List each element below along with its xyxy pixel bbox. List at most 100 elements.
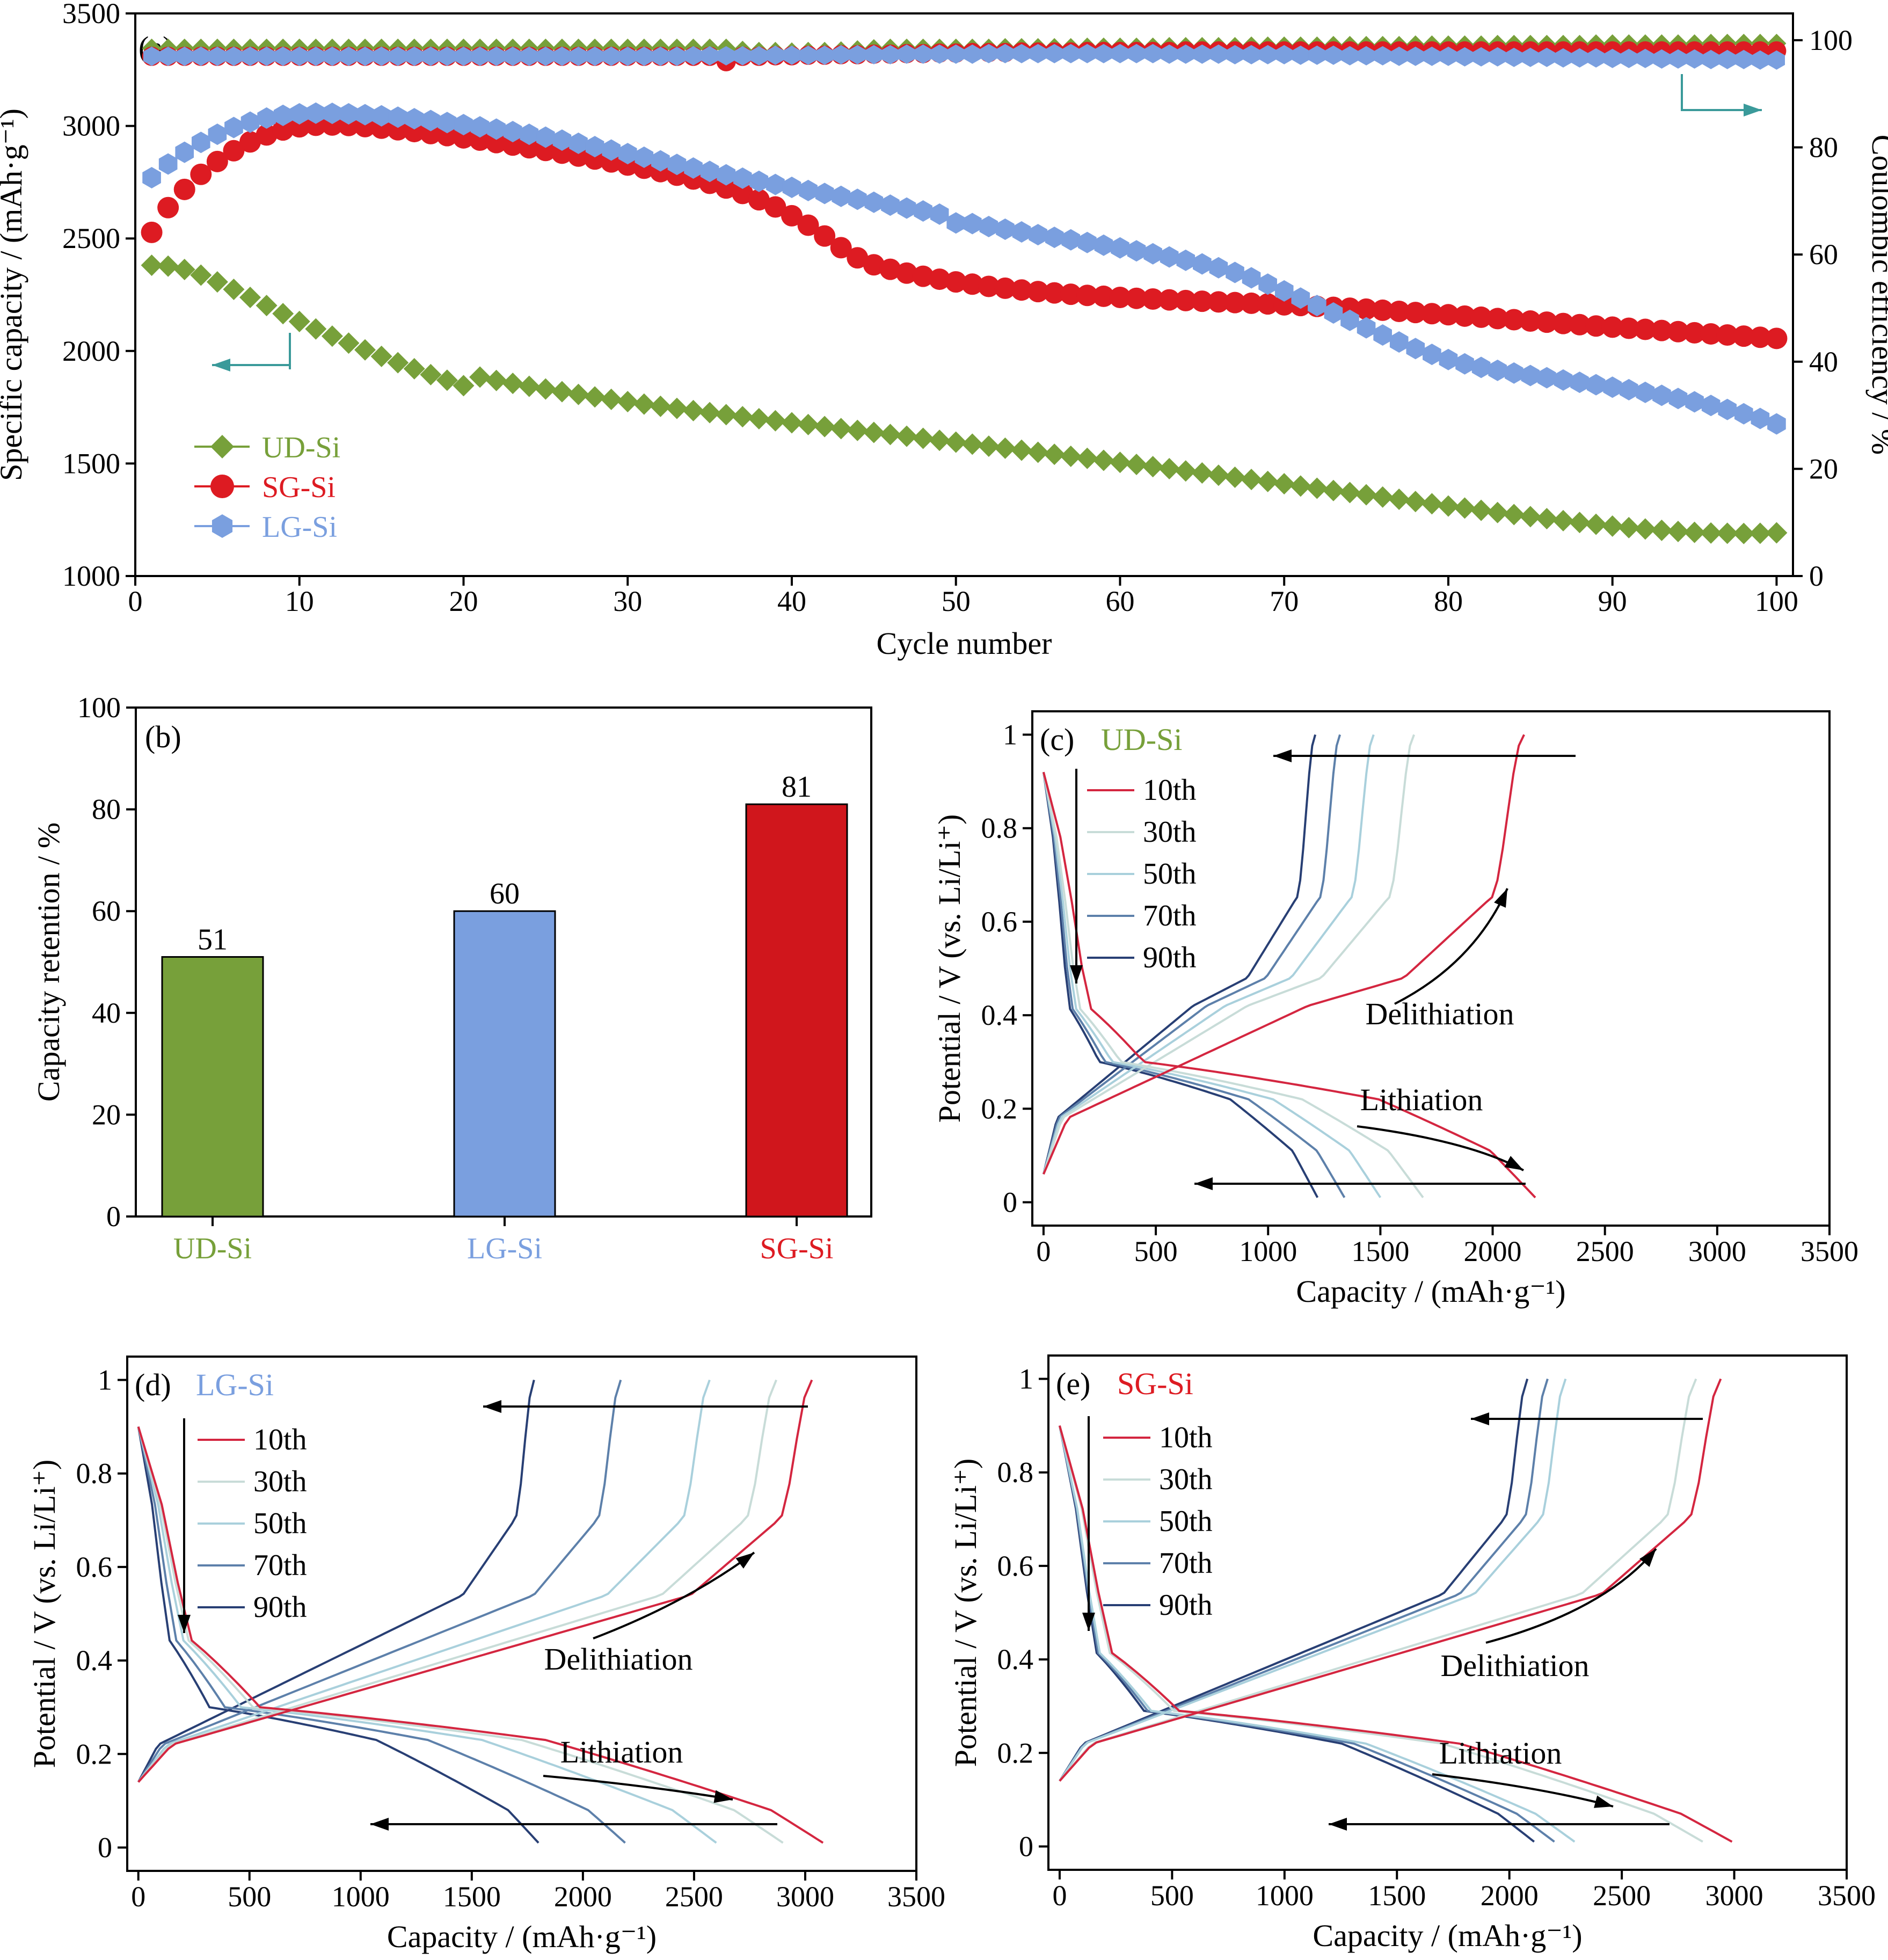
capacity-point <box>354 339 376 361</box>
ce-point <box>1358 46 1375 65</box>
ce-point <box>1604 48 1621 68</box>
y-tick-label: 1 <box>98 1364 112 1396</box>
capacity-point <box>1668 388 1688 410</box>
capacity-point <box>1455 353 1474 375</box>
capacity-point <box>1503 309 1525 331</box>
capacity-point <box>1733 522 1755 544</box>
capacity-point <box>996 218 1015 241</box>
delithiation-curve-30th <box>1043 734 1415 1175</box>
capacity-point <box>1142 288 1164 310</box>
x-tick-label: 0 <box>1052 1879 1067 1912</box>
capacity-point <box>897 197 916 219</box>
capacity-point <box>1683 521 1705 543</box>
capacity-point <box>487 118 506 140</box>
x-tick-label: 30 <box>613 585 642 617</box>
capacity-point <box>1355 484 1377 506</box>
capacity-point <box>1636 381 1655 403</box>
lithiation-capacity-arrow <box>1194 1177 1526 1190</box>
capacity-point <box>403 358 425 380</box>
capacity-point <box>1601 316 1623 338</box>
y-tick-label: 0.2 <box>981 1092 1018 1125</box>
ce-point <box>1374 46 1391 65</box>
capacity-point <box>223 278 245 300</box>
y-tick-label: 60 <box>92 895 121 927</box>
capacity-point <box>420 122 442 144</box>
ce-point <box>471 46 489 66</box>
arrow-head <box>1594 1795 1613 1808</box>
capacity-point <box>1586 374 1606 396</box>
ce-point <box>833 45 850 64</box>
capacity-point <box>635 146 654 168</box>
capacity-point <box>1421 303 1443 325</box>
capacity-point <box>1733 325 1755 347</box>
lithiation-curve-30th <box>1058 1425 1703 1843</box>
ce-point <box>504 46 521 66</box>
ce-point <box>225 46 243 66</box>
capacity-point <box>1029 224 1047 246</box>
legend: 10th 30th 50th 70th 90th <box>1103 1421 1213 1622</box>
capacity-point <box>485 369 507 391</box>
capacity-point <box>1143 243 1162 265</box>
capacity-point <box>667 154 687 176</box>
ce-point <box>570 46 587 66</box>
capacity-point <box>288 116 310 138</box>
y-tick-label: 0.2 <box>76 1738 113 1770</box>
y-tick-label: 3000 <box>62 110 120 142</box>
capacity-point <box>1257 293 1279 315</box>
capacity-point <box>1291 287 1310 309</box>
capacity-point <box>715 404 737 426</box>
capacity-point <box>551 142 573 164</box>
delithiation-curve-70th <box>137 1379 622 1783</box>
category-label: SG-Si <box>760 1232 834 1265</box>
legend-label: 50th <box>253 1507 307 1540</box>
ce-point <box>964 44 981 64</box>
arrow-head <box>1504 1156 1523 1170</box>
capacity-point <box>1207 464 1229 486</box>
lithiation-curve-30th <box>137 1426 784 1844</box>
ce-point <box>1390 46 1408 66</box>
ce-point <box>242 46 259 66</box>
delithiation-curve-90th <box>1042 734 1317 1175</box>
ce-point <box>1752 50 1769 70</box>
delithiation-direction-arrow <box>1394 888 1508 1005</box>
y-axis-title: Specific capacity / (mAh·g⁻¹) <box>0 108 28 481</box>
plot-frame <box>1047 1354 1848 1871</box>
capacity-point <box>1651 319 1673 341</box>
legend-label: 70th <box>253 1549 307 1582</box>
capacity-point <box>1585 315 1607 337</box>
ce-point <box>1456 47 1474 67</box>
capacity-point <box>272 119 294 141</box>
capacity-point <box>978 435 1000 457</box>
delithiation-curve-90th <box>1059 1378 1529 1782</box>
ce-point <box>1407 46 1424 66</box>
capacity-point <box>815 183 834 205</box>
y2-tick-label: 0 <box>1809 560 1824 592</box>
x-tick-label: 2500 <box>1576 1235 1634 1267</box>
capacity-point <box>1011 439 1033 461</box>
capacity-point <box>764 196 786 218</box>
arrow-head <box>1494 888 1507 908</box>
capacity-point <box>1767 413 1786 435</box>
ce-point <box>1587 48 1605 68</box>
capacity-point <box>1388 301 1410 323</box>
capacity-point <box>1142 456 1164 478</box>
capacity-point <box>633 393 655 415</box>
ce-point <box>373 46 390 66</box>
lithiation-direction-arrow <box>1432 1773 1614 1808</box>
x-tick-label: 1500 <box>443 1881 501 1913</box>
delithiation-curve-90th <box>137 1380 535 1783</box>
capacity-point <box>895 425 917 447</box>
capacity-point <box>733 167 752 189</box>
delithiation-curve-30th <box>1059 1378 1697 1782</box>
capacity-point <box>1437 495 1459 517</box>
capacity-point <box>520 123 539 145</box>
capacity-point <box>1274 280 1294 302</box>
capacity-point <box>502 373 524 395</box>
capacity-point <box>1536 508 1558 530</box>
ce-point <box>1193 44 1211 64</box>
capacity-point <box>797 214 819 236</box>
capacity-point <box>879 424 901 446</box>
lithiation-curve-90th <box>137 1426 540 1844</box>
capacity-point <box>929 268 951 290</box>
capacity-point <box>1306 477 1328 499</box>
